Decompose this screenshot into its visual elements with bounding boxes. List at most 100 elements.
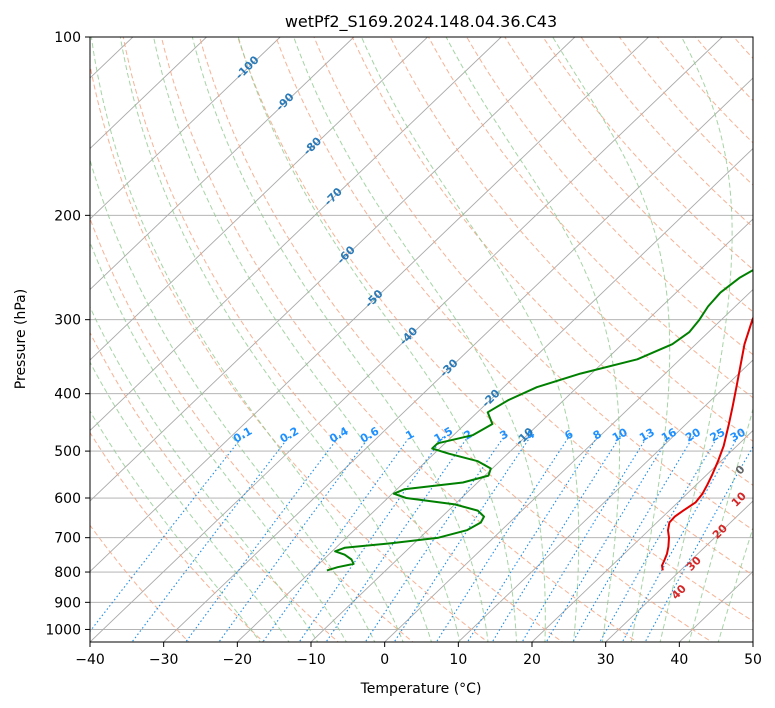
isotherm-line	[679, 570, 753, 642]
isotherm-line	[605, 500, 753, 642]
moist-adiabat-line	[717, 526, 753, 642]
x-tick-label: 0	[380, 652, 389, 668]
moist-adiabat-label: 30	[684, 553, 704, 573]
mixing-ratio-line	[325, 434, 470, 642]
y-tick-label: 500	[54, 444, 81, 460]
mixing-ratio-line	[131, 434, 291, 642]
dry-adiabat-line	[760, 24, 775, 645]
dry-adiabat-label: -100	[233, 53, 262, 82]
mixing-ratio-label: 30	[728, 425, 748, 444]
isotherm-line	[752, 641, 753, 642]
sounding-profiles	[326, 269, 753, 572]
mixing-ratio-line	[599, 434, 720, 642]
moist-adiabat-label: 0	[733, 462, 748, 477]
mixing-ratio-label: 1	[403, 428, 416, 443]
y-tick-label: 600	[54, 491, 81, 507]
grid-lines	[0, 37, 753, 642]
isotherm-line	[90, 37, 281, 220]
y-tick-label: 300	[54, 313, 81, 329]
moist-adiabat-line	[360, 37, 580, 642]
y-tick-label: 100	[54, 30, 81, 46]
y-tick-label: 400	[54, 387, 81, 403]
dry-adiabat-line	[694, 37, 753, 102]
moist-adiabat-line	[659, 37, 733, 642]
dry-adiabat-line	[90, 524, 190, 642]
dry-adiabat-line	[504, 37, 753, 313]
isotherm-line	[531, 429, 753, 642]
y-axis-label: Pressure (hPa)	[13, 289, 29, 389]
dry-adiabat-line	[542, 37, 753, 271]
mixing-ratio-line	[262, 434, 412, 642]
mixing-ratio-line	[435, 434, 571, 642]
y-tick-label: 800	[54, 565, 81, 581]
dry-adiabat-line	[618, 37, 753, 186]
moist-adiabat-line	[119, 37, 432, 642]
mixing-ratio-label: 0.2	[278, 425, 301, 446]
mixing-ratio-lines	[90, 434, 753, 642]
x-tick-label: 10	[449, 652, 467, 668]
dry-adiabat-line	[90, 331, 339, 642]
x-axis-label: Temperature (°C)	[360, 681, 482, 697]
moist-adiabat-line	[688, 406, 753, 642]
dry-adiabats	[90, 24, 775, 645]
mixing-ratio-line	[621, 434, 740, 642]
dry-adiabat-line	[160, 37, 638, 642]
isotherm-line	[90, 37, 428, 361]
x-tick-label: 40	[670, 652, 688, 668]
x-tick-label: 30	[597, 652, 615, 668]
mixing-ratio-label: 0.6	[358, 424, 382, 445]
mixing-ratio-line	[644, 445, 753, 642]
dry-adiabat-line	[90, 217, 414, 642]
moist-adiabat-line	[90, 410, 261, 642]
dry-adiabat-line	[389, 37, 753, 442]
isotherm-line	[90, 37, 502, 432]
mixing-ratio-label: 20	[683, 425, 703, 444]
isotherm-line	[90, 37, 355, 291]
isotherm-line	[310, 218, 753, 642]
dry-adiabat-line	[427, 37, 753, 399]
chart-title: wetPf2_S169.2024.148.04.36.C43	[285, 12, 557, 32]
isotherm-line	[384, 288, 753, 642]
mixing-ratio-label: 10	[610, 425, 630, 444]
moist-adiabat-line	[90, 361, 290, 642]
moist-adiabat-line	[191, 37, 489, 642]
dry-adiabat-line	[90, 431, 265, 642]
moist-adiabat-line	[90, 37, 404, 642]
mixing-ratio-line	[185, 434, 341, 642]
dry-adiabat-line	[275, 37, 753, 576]
x-tick-label: −30	[149, 652, 179, 668]
mixing-ratio-line	[491, 434, 622, 642]
y-tick-label: 1000	[45, 622, 81, 638]
x-tick-label: −40	[75, 652, 105, 668]
mixing-ratio-label: 6	[562, 427, 575, 442]
mixing-ratio-line	[521, 434, 649, 642]
mixing-ratio-label: 0.4	[327, 424, 351, 445]
moist-adiabat-line	[90, 305, 319, 642]
x-axis-ticks: −40 −30 −20 −10 0 10 20 30 40 50	[75, 642, 762, 668]
mixing-ratio-line	[364, 434, 506, 642]
moist-adiabat-line	[552, 37, 671, 642]
isotherm-line	[90, 37, 576, 502]
dewpoint-line	[326, 269, 753, 572]
moist-adiabat-line	[153, 37, 461, 642]
moist-adiabat-line	[90, 158, 376, 642]
moist-adiabat-line	[90, 241, 347, 642]
moist-adiabat-line	[445, 37, 620, 642]
plot-frame	[89, 36, 754, 643]
moist-adiabat-label: 10	[729, 489, 749, 509]
dry-adiabat-line	[466, 37, 753, 356]
y-tick-label: 200	[54, 208, 81, 224]
dry-adiabat-line	[237, 37, 753, 622]
mixing-ratio-line	[466, 434, 599, 642]
x-tick-label: 20	[523, 652, 541, 668]
x-tick-label: −10	[296, 652, 326, 668]
isotherm-line	[163, 77, 753, 642]
dry-adiabat-line	[313, 37, 753, 531]
isotherm-line	[0, 37, 59, 642]
isotherm-line	[90, 37, 723, 642]
isotherm-line	[237, 147, 753, 642]
temperature-line	[661, 315, 753, 571]
mixing-ratio-line	[545, 434, 671, 642]
mixing-ratio-line	[572, 434, 695, 642]
